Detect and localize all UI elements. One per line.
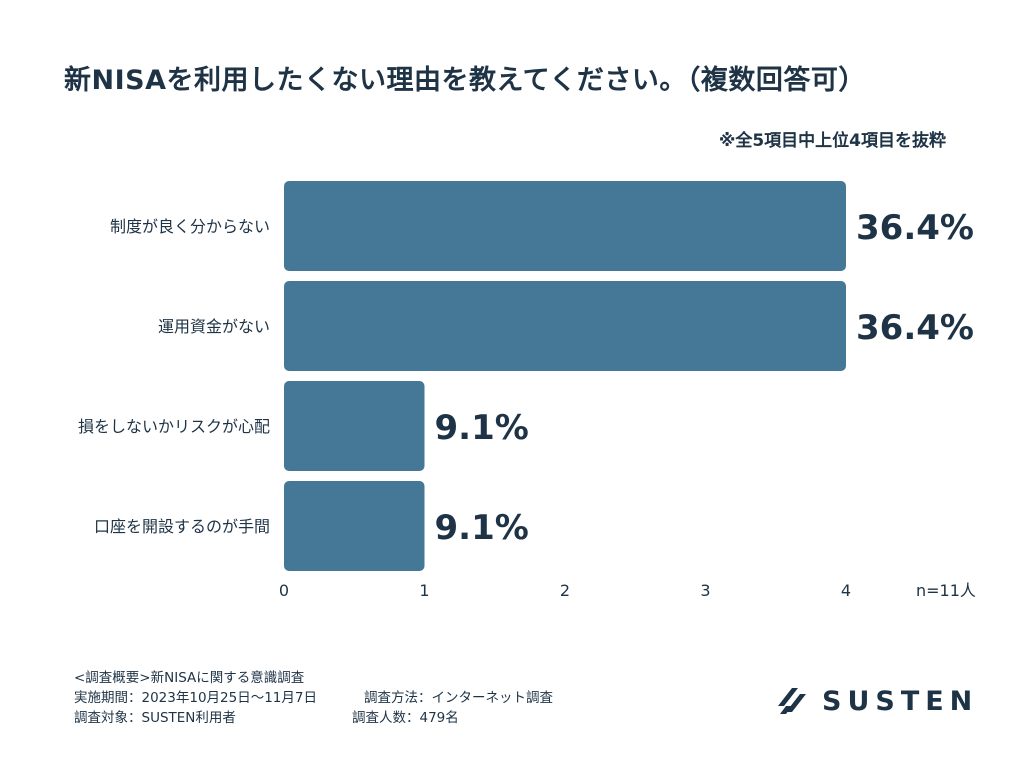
survey-target: 調査対象：SUSTEN利用者 xyxy=(74,710,236,726)
category-label-2: 損をしないかリスクが心配 xyxy=(78,417,270,436)
x-tick-label-3: 3 xyxy=(700,581,710,600)
x-tick-label-0: 0 xyxy=(279,581,289,600)
data-label-3: 9.1% xyxy=(435,508,529,548)
survey-method: 調査方法：インターネット調査 xyxy=(364,690,553,706)
survey-summary: <調査概要>新NISAに関する意識調査 xyxy=(74,670,305,686)
bar-0 xyxy=(284,181,846,271)
category-label-0: 制度が良く分からない xyxy=(110,217,270,236)
survey-period: 実施期間：2023年10月25日〜11月7日 xyxy=(74,690,317,706)
category-label-1: 運用資金がない xyxy=(158,317,270,336)
data-label-1: 36.4% xyxy=(856,308,974,348)
category-label-3: 口座を開設するのが手間 xyxy=(94,517,270,536)
logo-text: SUSTEN xyxy=(822,685,979,717)
x-tick-label-4: 4 xyxy=(841,581,851,600)
x-tick-label-1: 1 xyxy=(419,581,429,600)
x-tick-label-2: 2 xyxy=(560,581,570,600)
survey-footer: <調査概要>新NISAに関する意識調査 実施期間：2023年10月25日〜11月… xyxy=(74,668,553,728)
susten-logo-icon xyxy=(778,688,806,714)
bar-1 xyxy=(284,281,846,371)
chart-note: ※全5項目中上位4項目を抜粋 xyxy=(718,131,946,151)
bar-2 xyxy=(284,381,425,471)
bar-3 xyxy=(284,481,425,571)
data-label-0: 36.4% xyxy=(856,208,974,248)
brand-logo: SUSTEN xyxy=(776,684,978,718)
data-label-2: 9.1% xyxy=(435,408,529,448)
sample-size-label: n=11人 xyxy=(916,581,976,600)
chart-title: 新NISAを利用したくない理由を教えてください。（複数回答可） xyxy=(64,65,866,96)
survey-count: 調査人数：479名 xyxy=(352,710,459,726)
